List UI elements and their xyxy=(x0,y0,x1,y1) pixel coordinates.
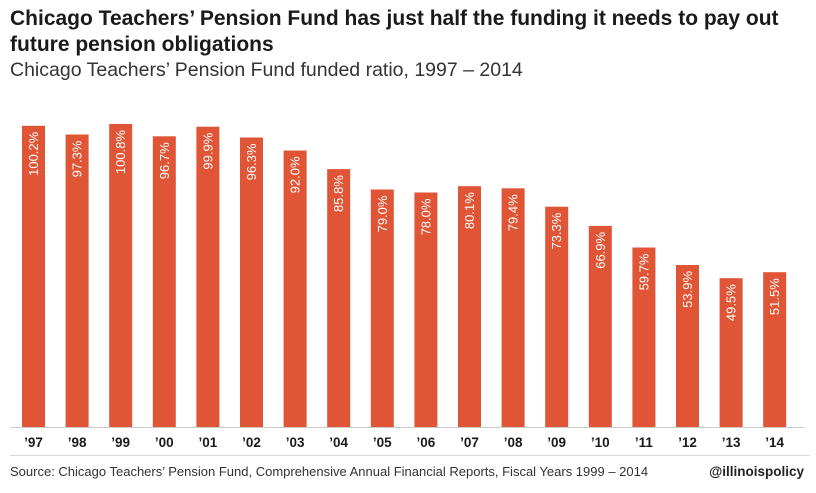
bar-value-label: 97.3% xyxy=(70,140,85,177)
source-note: Source: Chicago Teachers’ Pension Fund, … xyxy=(10,464,649,479)
x-tick-label: ’97 xyxy=(24,435,43,450)
x-tick-label: ’09 xyxy=(547,435,566,450)
bar-value-label: 51.5% xyxy=(767,278,782,315)
x-tick-label: ’14 xyxy=(765,435,784,450)
bar-value-label: 100.2% xyxy=(26,131,41,176)
bar-7 xyxy=(327,169,351,427)
x-tick-label: ’11 xyxy=(635,435,654,450)
bar-6 xyxy=(283,150,307,427)
bar-value-label: 85.8% xyxy=(331,175,346,212)
bar-1 xyxy=(65,134,89,427)
bar-value-label: 78.0% xyxy=(418,198,433,235)
x-tick-label: ’07 xyxy=(460,435,479,450)
bar-value-label: 53.9% xyxy=(680,271,695,308)
bar-0 xyxy=(22,125,45,428)
bar-value-label: 73.3% xyxy=(549,212,564,249)
x-tick-label: ’12 xyxy=(678,435,697,450)
x-tick-label: ’13 xyxy=(722,435,741,450)
bar-12 xyxy=(545,206,569,427)
x-tick-label: ’10 xyxy=(591,435,610,450)
chart-subtitle: Chicago Teachers’ Pension Fund funded ra… xyxy=(10,59,523,81)
x-tick-label: ’04 xyxy=(329,435,348,450)
x-tick-label: ’05 xyxy=(373,435,392,450)
x-tick-labels: ’97 ’98 ’99 ’00 ’01 ’02 ’03 ’04 ’05 ’06 ’07 ’08 ’09 ’… xyxy=(24,435,784,450)
x-tick-label: ’98 xyxy=(68,435,87,450)
bar-13 xyxy=(588,225,612,427)
bar-value-label: 79.0% xyxy=(375,195,390,232)
bar-10 xyxy=(458,186,481,427)
x-tick-label: ’03 xyxy=(286,435,305,450)
bar-16 xyxy=(719,278,743,427)
bar-value-label: 99.9% xyxy=(200,132,215,169)
bar-2 xyxy=(109,124,133,427)
bar-9 xyxy=(414,192,438,427)
bar-value-label: 96.7% xyxy=(157,142,172,179)
bar-5 xyxy=(240,137,263,427)
x-tick-label: ’06 xyxy=(417,435,436,450)
bar-value-label: 96.3% xyxy=(244,143,259,180)
chart-title: Chicago Teachers’ Pension Fund has just … xyxy=(10,7,779,56)
x-tick-label: ’99 xyxy=(111,435,130,450)
bar-14 xyxy=(632,247,656,427)
bars-group: 100.2% 97.3% 100.8% 96.7% 99.9% 96.3% 92.0% 85.… xyxy=(22,124,787,428)
bar-value-label: 100.8% xyxy=(113,130,128,175)
bar-value-label: 80.1% xyxy=(462,192,477,229)
twitter-handle: @illinoispolicy xyxy=(709,464,804,479)
x-tick-label: ’02 xyxy=(242,435,261,450)
bar-11 xyxy=(501,188,525,427)
bar-3 xyxy=(152,136,176,428)
bar-value-label: 59.7% xyxy=(636,253,651,290)
bar-value-label: 79.4% xyxy=(506,194,521,231)
bar-17 xyxy=(763,272,787,427)
bar-value-label: 66.9% xyxy=(593,231,608,268)
x-tick-label: ’00 xyxy=(155,435,174,450)
x-tick-label: ’08 xyxy=(504,435,523,450)
bar-15 xyxy=(676,265,699,427)
bar-value-label: 92.0% xyxy=(288,156,303,193)
bar-value-label: 49.5% xyxy=(724,284,739,321)
footer-divider xyxy=(10,455,810,456)
x-tick-label: ’01 xyxy=(199,435,218,450)
bar-4 xyxy=(196,126,220,427)
bar-8 xyxy=(370,189,394,427)
